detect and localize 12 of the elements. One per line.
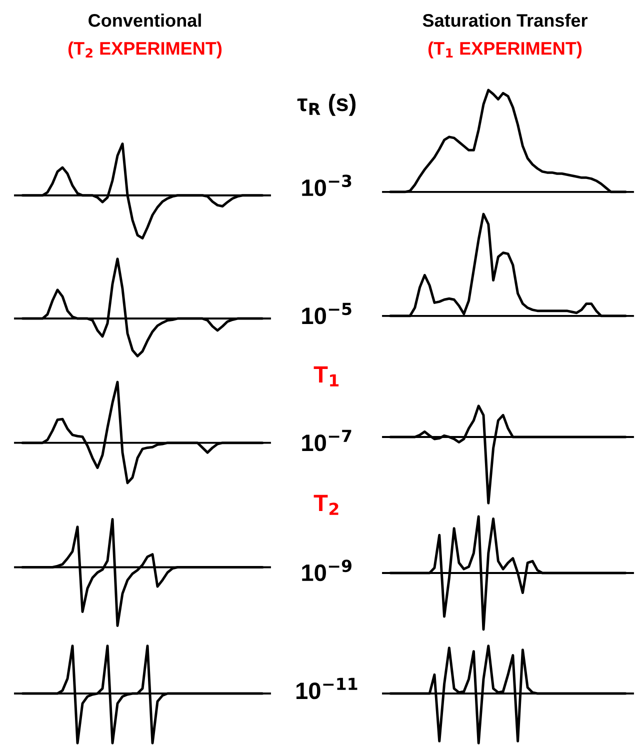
chart-title: Conventional <box>88 14 201 27</box>
chart-subtitle: (T$_{1}$ EXPERIMENT) <box>428 42 582 58</box>
y2-axis-title: 10$^{−7}$ <box>302 430 352 452</box>
y2-axis-title: 10$^{−11}$ <box>296 678 358 700</box>
chart-subtitle: (T$_{2}$ EXPERIMENT) <box>68 42 222 58</box>
text: T$_{2}$ <box>314 494 338 515</box>
text: T$_{1}$ <box>314 366 339 386</box>
y2-axis-title: 10$^{−3}$ <box>302 174 352 196</box>
y2-axis-title: 10$^{−9}$ <box>302 560 352 582</box>
y2-axis-title: 10$^{−5}$ <box>302 302 352 324</box>
chart-title: Saturation Transfer <box>422 14 588 27</box>
text: τ$_{R}$ (s) <box>297 94 356 116</box>
